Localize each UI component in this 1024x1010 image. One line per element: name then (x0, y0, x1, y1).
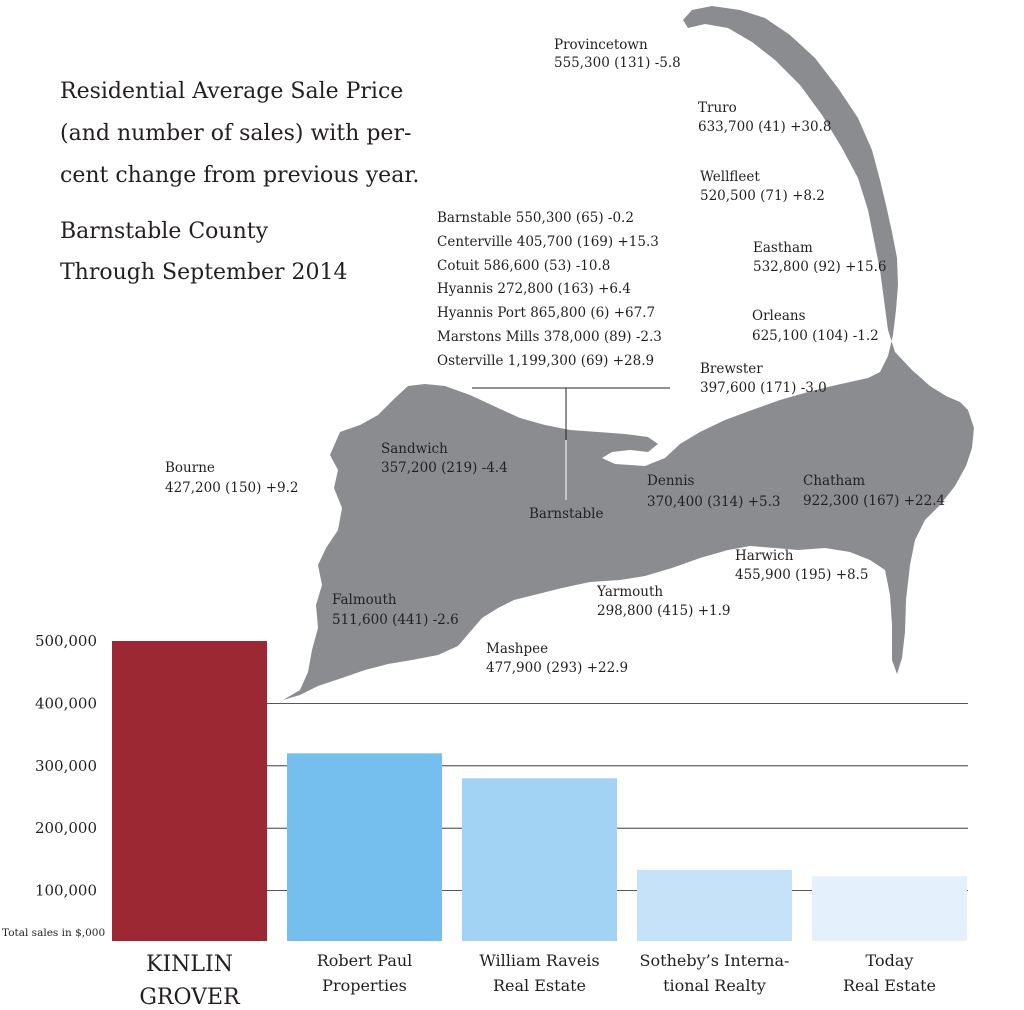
y-tick-label: 100,000 (35, 882, 97, 900)
village-hyannis-port: Hyannis Port 865,800 (6) +67.7 (437, 305, 655, 321)
bar-chart: 100,000 200,000 300,000 400,000 500,000 KINL… (2, 632, 968, 1010)
town-name-wellfleet: Wellfleet (700, 169, 760, 185)
town-name-yarmouth: Yarmouth (596, 584, 663, 600)
category-label: Real Estate (843, 976, 936, 995)
barnstable-pointer (472, 387, 670, 500)
town-name-dennis: Dennis (647, 473, 695, 489)
village-centerville: Centerville 405,700 (169) +15.3 (437, 234, 659, 250)
category-labels: KINLIN GROVER Robert Paul Properties William… (139, 951, 936, 1010)
village-marstons-mills: Marstons Mills 378,000 (89) -2.3 (437, 329, 662, 345)
town-name-truro: Truro (698, 100, 737, 116)
town-value-mashpee: 477,900 (293) +22.9 (486, 660, 628, 676)
cape-cod-map (283, 6, 974, 700)
y-tick-label: 500,000 (35, 632, 97, 650)
y-tick-labels: 100,000 200,000 300,000 400,000 500,000 (35, 632, 97, 900)
village-barnstable: Barnstable 550,300 (65) -0.2 (437, 210, 634, 226)
town-value-provincetown: 555,300 (131) -5.8 (554, 55, 681, 71)
town-value-wellfleet: 520,500 (71) +8.2 (700, 188, 825, 204)
barnstable-village-list: Barnstable 550,300 (65) -0.2 Centerville… (437, 210, 662, 369)
village-osterville: Osterville 1,199,300 (69) +28.9 (437, 353, 654, 369)
town-name-falmouth: Falmouth (332, 592, 397, 608)
bar (462, 778, 617, 941)
category-label: tional Realty (663, 976, 766, 995)
subtitle-line-1: Barnstable County (60, 219, 269, 244)
cape-cod-landmass (283, 6, 974, 700)
title-line-1: Residential Average Sale Price (60, 79, 403, 104)
town-value-bourne: 427,200 (150) +9.2 (165, 480, 299, 496)
town-value-falmouth: 511,600 (441) -2.6 (332, 612, 459, 628)
category-label: Real Estate (493, 976, 586, 995)
village-cotuit: Cotuit 586,600 (53) -10.8 (437, 258, 610, 274)
bar (812, 876, 967, 941)
category-label: Today (866, 951, 914, 970)
village-hyannis: Hyannis 272,800 (163) +6.4 (437, 281, 631, 297)
category-label: Properties (322, 976, 407, 995)
town-value-yarmouth: 298,800 (415) +1.9 (597, 603, 731, 619)
town-name-sandwich: Sandwich (381, 441, 448, 457)
bar (287, 753, 442, 941)
bar (112, 641, 267, 941)
town-value-truro: 633,700 (41) +30.8 (698, 119, 832, 135)
town-value-brewster: 397,600 (171) -3.0 (700, 380, 827, 396)
town-name-brewster: Brewster (700, 361, 763, 377)
town-value-eastham: 532,800 (92) +15.6 (753, 259, 887, 275)
town-name-eastham: Eastham (753, 240, 813, 256)
category-label: Robert Paul (317, 951, 413, 970)
town-name-bourne: Bourne (165, 460, 215, 476)
town-value-sandwich: 357,200 (219) -4.4 (381, 460, 508, 476)
category-label: Sotheby’s Interna- (640, 951, 790, 970)
category-label: William Raveis (479, 951, 599, 970)
category-label: GROVER (139, 985, 241, 1010)
town-value-harwich: 455,900 (195) +8.5 (735, 567, 869, 583)
town-name-harwich: Harwich (735, 548, 794, 564)
y-tick-label: 200,000 (35, 819, 97, 837)
title-line-3: cent change from previous year. (60, 163, 419, 188)
bar (637, 870, 792, 941)
category-label: KINLIN (146, 952, 233, 977)
town-name-barnstable: Barnstable (529, 506, 603, 522)
town-value-orleans: 625,100 (104) -1.2 (752, 328, 879, 344)
town-labels: Provincetown 555,300 (131) -5.8 Truro 63… (165, 37, 945, 676)
title-line-2: (and number of sales) with per- (60, 121, 411, 146)
y-tick-label: 400,000 (35, 694, 97, 712)
bars (112, 641, 967, 941)
town-name-chatham: Chatham (803, 473, 865, 489)
title-block: Residential Average Sale Price (and numb… (60, 79, 419, 285)
town-name-orleans: Orleans (752, 308, 806, 324)
town-name-provincetown: Provincetown (554, 37, 648, 53)
y-tick-label: 300,000 (35, 757, 97, 775)
y-axis-label: Total sales in $,000 (2, 927, 105, 939)
town-value-dennis: 370,400 (314) +5.3 (647, 494, 781, 510)
town-value-chatham: 922,300 (167) +22.4 (803, 493, 945, 509)
town-name-mashpee: Mashpee (486, 641, 548, 657)
subtitle-line-2: Through September 2014 (60, 260, 348, 285)
